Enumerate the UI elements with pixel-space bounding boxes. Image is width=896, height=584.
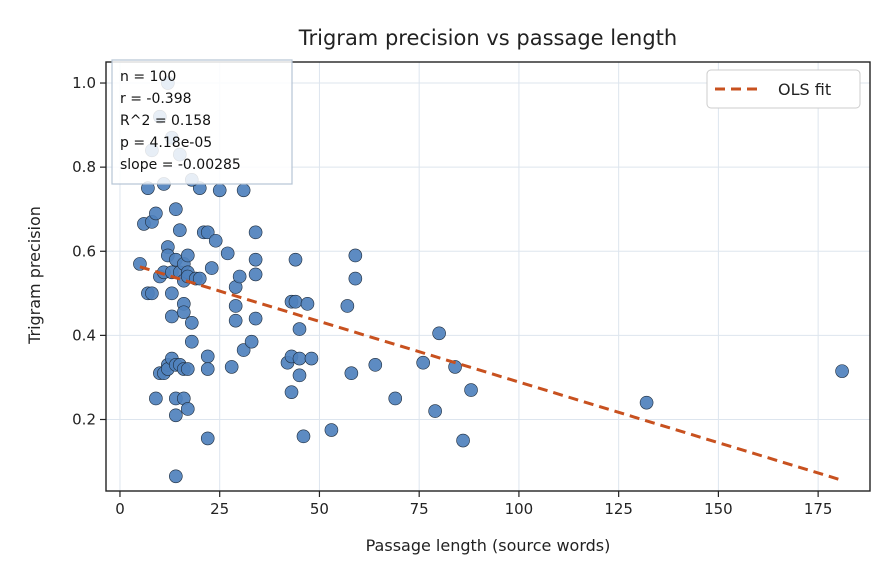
data-point <box>456 433 470 448</box>
stats-r2: R^2 = 0.158 <box>120 113 211 129</box>
y-tick-label: 0.4 <box>72 326 96 344</box>
stats-box: n = 100 r = -0.398 R^2 = 0.158 p = 4.18e… <box>111 59 293 185</box>
data-point <box>236 183 251 198</box>
data-point <box>224 360 239 374</box>
ols-fit-line <box>139 265 843 482</box>
data-point <box>448 360 462 374</box>
data-point <box>236 343 251 357</box>
fit-line-layer <box>139 265 843 482</box>
data-point <box>292 322 307 336</box>
stats-box-frame <box>111 59 293 185</box>
chart-title: Trigram precision vs passage length <box>298 26 677 50</box>
data-point <box>428 404 442 418</box>
data-point <box>232 269 247 284</box>
data-point <box>288 252 303 267</box>
y-tick-label: 0.2 <box>72 411 96 429</box>
x-tick-label: 100 <box>505 500 534 518</box>
data-point <box>200 225 215 240</box>
legend-label: OLS fit <box>778 80 831 99</box>
x-axis-label: Passage length (source words) <box>366 536 611 555</box>
data-point <box>149 206 163 221</box>
data-point <box>416 355 430 370</box>
data-point <box>180 362 195 376</box>
data-point <box>432 326 446 341</box>
data-point <box>248 225 263 240</box>
stats-slope: slope = -0.00285 <box>120 157 241 173</box>
data-point <box>220 246 235 261</box>
data-point <box>296 429 311 444</box>
x-tick-label: 175 <box>804 500 833 518</box>
data-point <box>304 351 319 366</box>
data-point <box>228 313 243 328</box>
data-point <box>200 349 215 364</box>
data-point <box>324 423 339 437</box>
data-point <box>200 362 215 376</box>
data-point <box>184 315 199 330</box>
x-tick-label: 0 <box>115 500 125 518</box>
data-point <box>180 248 195 263</box>
legend-frame <box>706 69 861 109</box>
data-point <box>204 261 219 275</box>
data-point <box>340 299 355 313</box>
data-point <box>208 233 223 248</box>
x-tick-label: 150 <box>704 500 733 518</box>
y-tick-label: 1.0 <box>72 74 96 92</box>
stats-r: r = -0.398 <box>120 91 192 107</box>
legend: OLS fit <box>706 69 861 109</box>
data-point <box>388 391 403 406</box>
data-point <box>173 223 187 238</box>
data-point <box>248 252 263 267</box>
data-point <box>176 305 191 320</box>
x-tick-label: 125 <box>604 500 633 518</box>
data-point <box>228 299 243 313</box>
data-point <box>184 334 199 349</box>
data-point <box>368 358 383 372</box>
data-point <box>169 202 183 217</box>
data-point <box>292 351 307 366</box>
data-point <box>149 391 163 406</box>
data-point <box>248 267 263 282</box>
data-point <box>464 383 478 397</box>
x-tick-label: 75 <box>410 500 429 518</box>
axis-ticks: 0 25 50 75 100 125 150 175 0.2 0.4 0.6 0.8 1.0 <box>72 74 832 518</box>
x-tick-label: 50 <box>310 500 329 518</box>
data-point <box>212 183 227 198</box>
data-point <box>835 364 849 378</box>
y-axis-label: Trigram precision <box>25 206 44 345</box>
data-point <box>192 271 207 286</box>
plot-frame <box>105 61 871 492</box>
y-tick-label: 0.8 <box>72 158 96 176</box>
data-point <box>145 286 159 301</box>
data-point <box>288 294 303 309</box>
data-point <box>344 366 359 381</box>
data-point <box>165 309 179 324</box>
data-point <box>200 431 215 446</box>
data-point <box>292 368 307 383</box>
data-point <box>169 408 183 423</box>
data-point <box>639 395 654 410</box>
stats-p: p = 4.18e-05 <box>120 135 212 151</box>
stats-n: n = 100 <box>120 69 176 85</box>
y-tick-label: 0.6 <box>72 242 96 260</box>
data-point <box>348 271 363 286</box>
data-point <box>348 248 363 263</box>
x-tick-label: 25 <box>210 500 229 518</box>
data-point <box>284 385 299 399</box>
data-point <box>165 286 179 301</box>
data-point <box>300 297 315 311</box>
data-point <box>244 334 259 349</box>
data-point <box>180 402 195 416</box>
data-point <box>248 311 263 326</box>
data-point <box>169 469 183 484</box>
